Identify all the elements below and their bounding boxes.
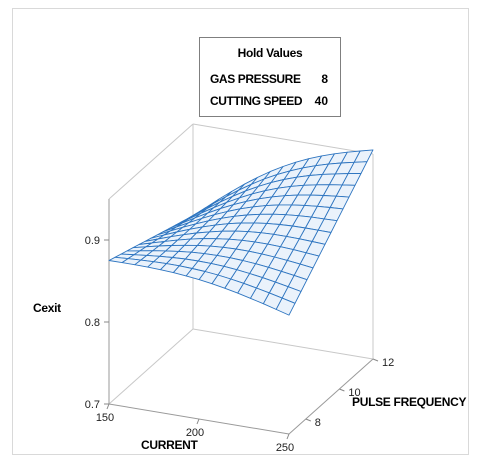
box-edge — [108, 123, 194, 200]
x-tick-label: 150 — [96, 412, 114, 424]
z-tick-label: 0.8 — [85, 317, 100, 329]
y-tick-label: 12 — [382, 357, 394, 369]
x-axis-label: CURRENT — [141, 438, 199, 452]
hold-row-value: 8 — [321, 72, 328, 86]
box-edge — [192, 328, 374, 360]
z-tick-label: 0.9 — [85, 235, 100, 247]
surface-plot: 0.7 0.8 0.9 150 200 250 8 10 12 Cexit CURRENT PU… — [33, 123, 467, 454]
y-tick-label: 10 — [348, 387, 360, 399]
z-axis-label: Cexit — [33, 301, 61, 315]
y-tick-mark — [372, 358, 379, 362]
hold-row-label: CUTTING SPEED — [210, 94, 303, 108]
x-tick-label: 250 — [276, 442, 294, 454]
x-tick-mark — [106, 403, 110, 410]
box-edge — [108, 328, 194, 405]
x-tick-label: 200 — [186, 427, 204, 439]
x-tick-mark — [196, 418, 200, 425]
hold-values-title: Hold Values — [237, 46, 303, 60]
surface-mesh — [108, 149, 374, 316]
z-tick-label: 0.7 — [85, 399, 100, 411]
axis-ticks: 0.7 0.8 0.9 150 200 250 8 10 12 — [85, 235, 395, 454]
hold-row-label: GAS PRESSURE — [210, 72, 301, 86]
y-tick-label: 8 — [315, 417, 321, 429]
axis-line — [288, 358, 374, 435]
y-tick-mark — [339, 388, 345, 392]
box-edge — [192, 123, 374, 155]
hold-row-value: 40 — [314, 94, 328, 108]
y-axis-label: PULSE FREQUENCY — [352, 395, 466, 409]
y-tick-mark — [305, 418, 311, 422]
surface-cell — [108, 256, 129, 264]
hold-values-box: Hold Values GAS PRESSURE 8 CUTTING SPEED… — [199, 37, 341, 117]
x-tick-mark — [286, 433, 290, 440]
chart-frame: 0.7 0.8 0.9 150 200 250 8 10 12 Cexit CURRENT PU… — [12, 8, 469, 455]
